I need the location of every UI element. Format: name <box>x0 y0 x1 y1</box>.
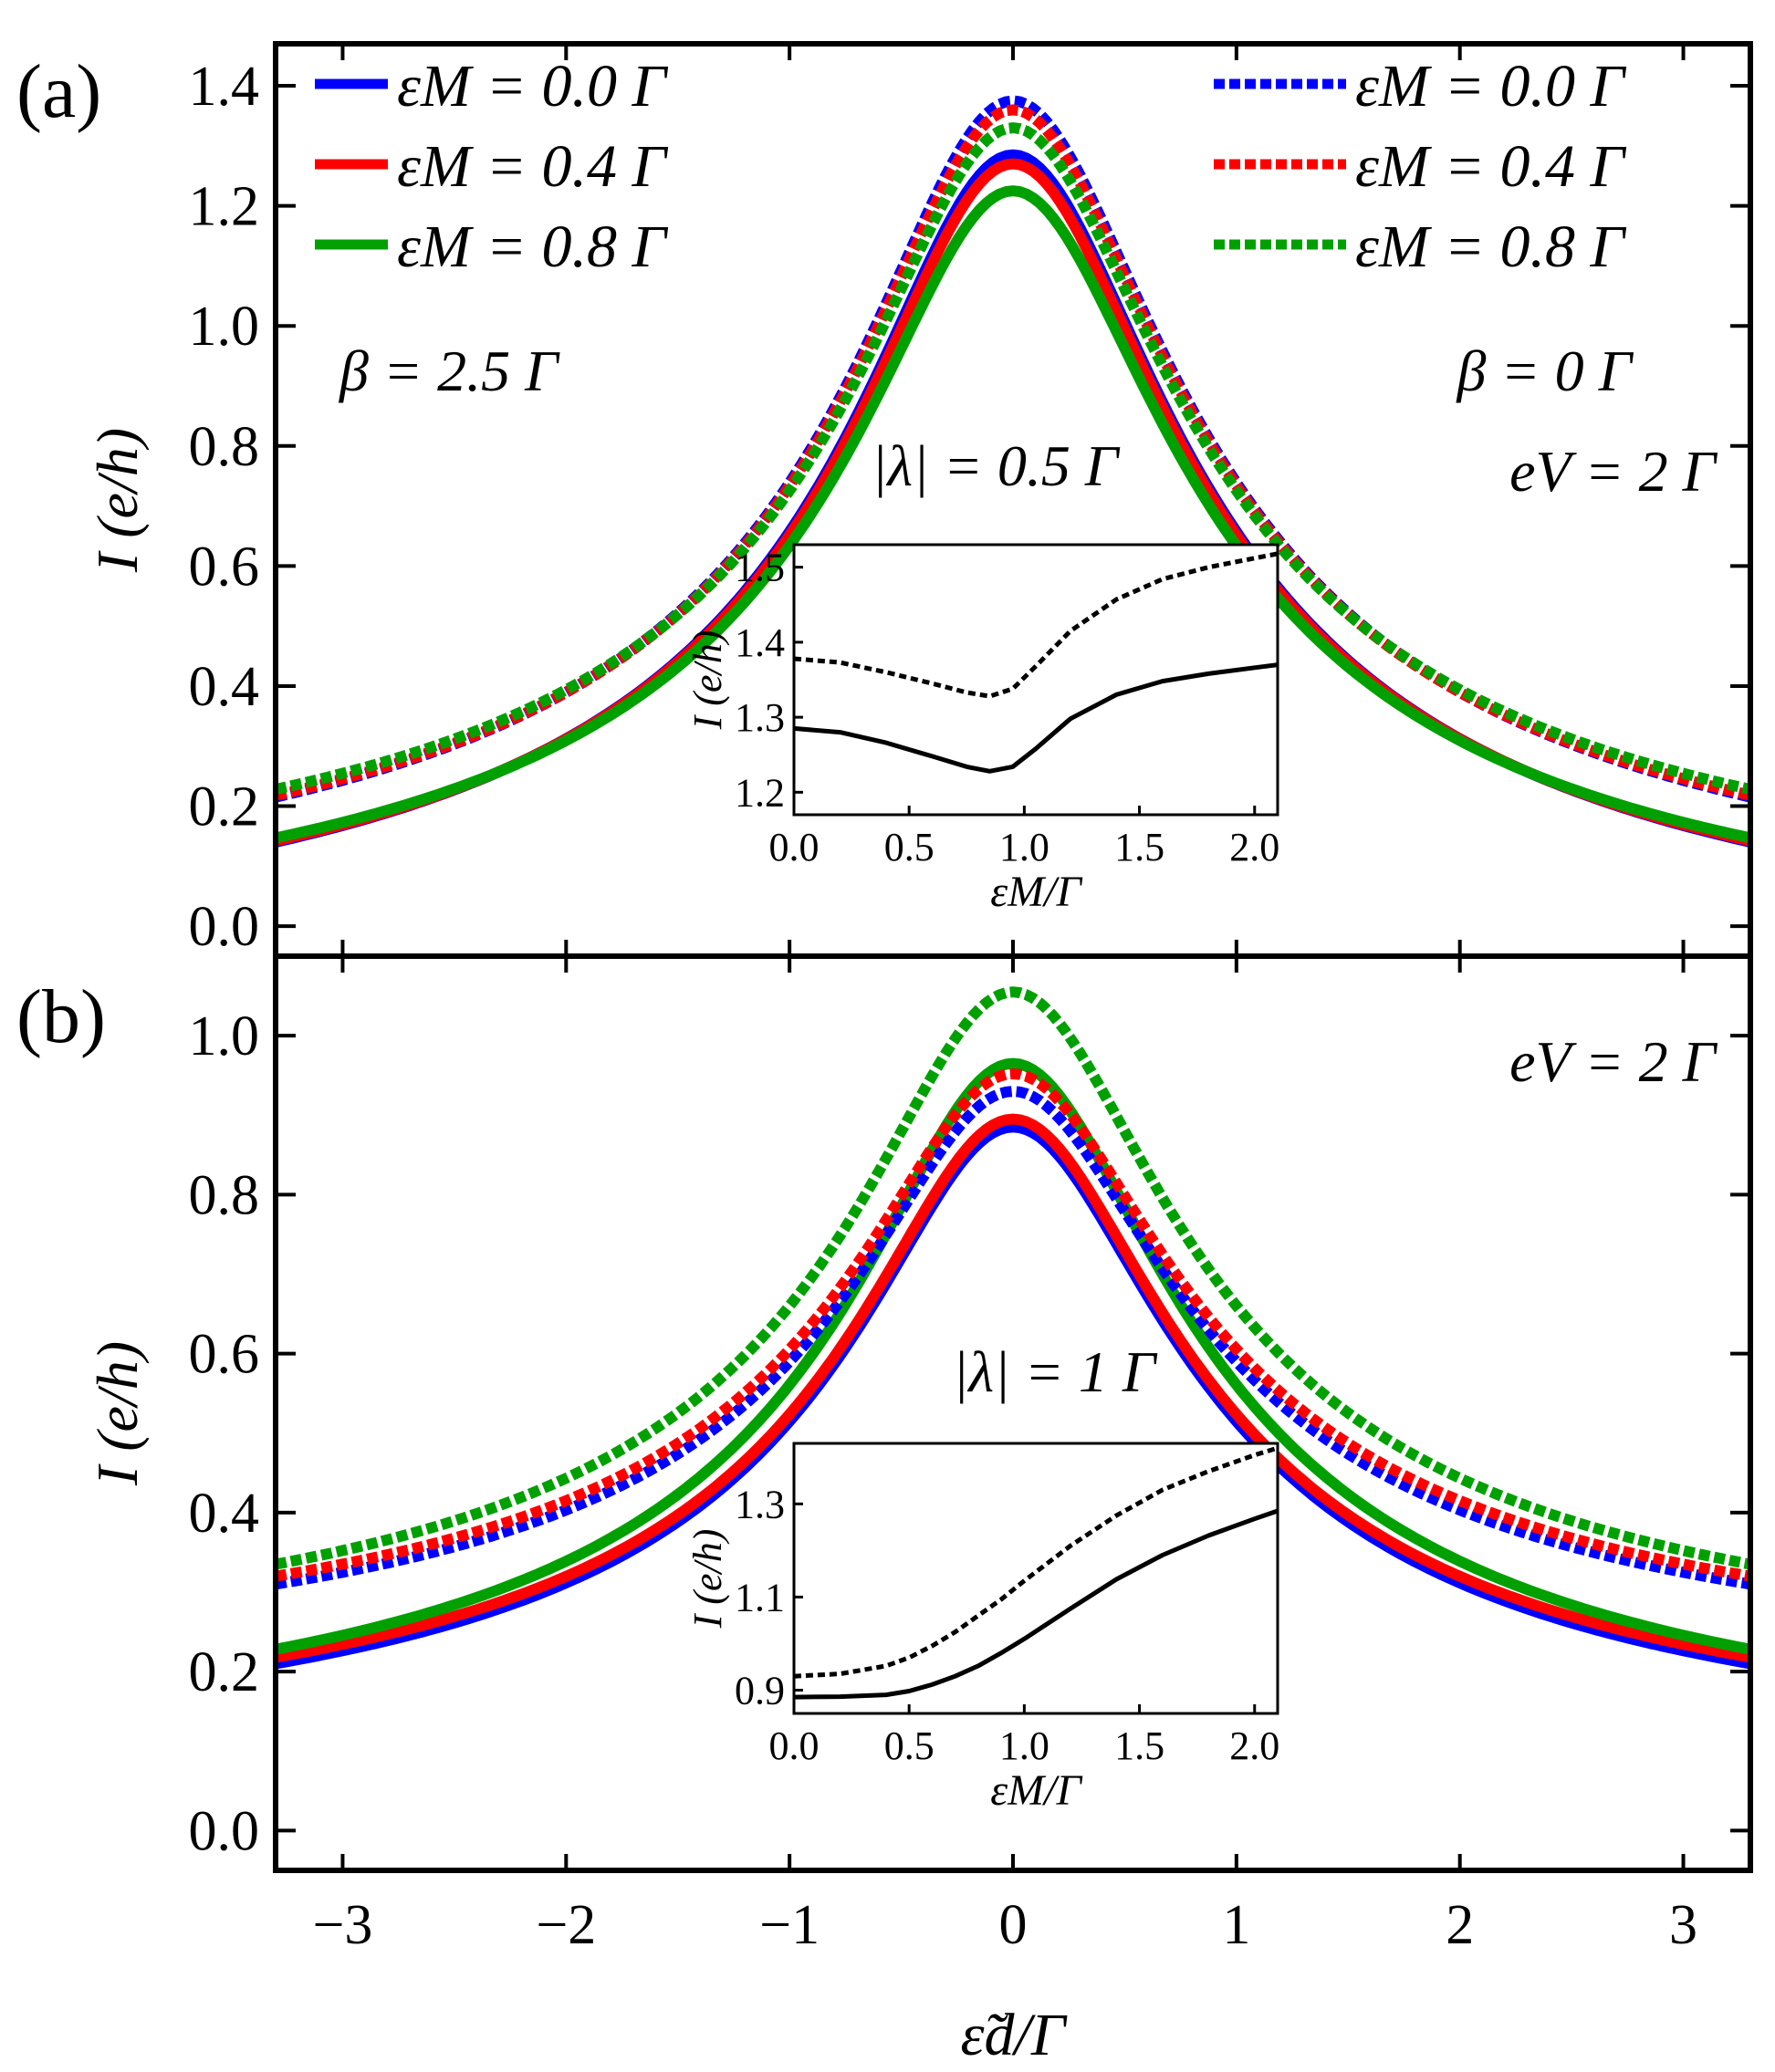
panel-b-series-solid-1 <box>274 1113 1752 1663</box>
panel-a-ytick-label: 0.4 <box>189 656 260 718</box>
panel-a-beta-dashed-label: β = 0 Γ <box>1456 338 1634 403</box>
x-axis-label: ε̃d/Γ <box>961 2002 1068 2068</box>
panel-a-ytick-label: 0.8 <box>189 416 260 478</box>
panel-b-inset-series-solid <box>793 1508 1279 1700</box>
panel-a-ytick-label: 1.0 <box>189 296 260 358</box>
panel-b-inset-xtick-label: 0.5 <box>884 1723 934 1768</box>
panel-a-inset-ytick-label: 1.2 <box>735 770 785 815</box>
panel-a-inset-ytick-label: 1.3 <box>735 695 785 740</box>
panel-a-inset-xtick-label: 0.0 <box>769 825 820 869</box>
panel-a-inset-series-dashed <box>793 551 1279 699</box>
panel-a-ytick-label: 0.2 <box>189 776 260 838</box>
panel-a-y-axis-label: I (e/h) <box>85 428 150 573</box>
panel-b-inset-ytick-label: 1.1 <box>735 1575 785 1619</box>
panel-b-xtick-label: −1 <box>759 1894 820 1956</box>
panel-a-inset-xtick-label: 1.0 <box>999 825 1049 869</box>
panel-b-xtick-label: 0 <box>999 1894 1028 1956</box>
legend-right-label: εM = 0.8 Γ <box>1355 213 1627 280</box>
panel-a-inset-xtick-label: 0.5 <box>884 825 934 869</box>
panel-a-ytick-label: 0.0 <box>189 896 260 958</box>
panel-b-xtick-label: 3 <box>1669 1894 1697 1956</box>
panel-b-series-solid-0 <box>274 1121 1752 1670</box>
panel-b-inset-x-label: εM/Γ <box>990 1766 1082 1815</box>
legend-right-label: εM = 0.0 Γ <box>1355 53 1627 120</box>
panel-a-ytick-label: 1.4 <box>189 56 260 118</box>
panel-b-ytick-label: 0.0 <box>189 1800 260 1862</box>
panel-a-ytick-label: 1.2 <box>189 176 260 238</box>
panel-b-inset-ytick-label: 1.3 <box>735 1482 785 1526</box>
panel-b-bias-label: eV = 2 Γ <box>1509 1029 1718 1094</box>
panel-b-ytick-label: 0.2 <box>189 1641 260 1703</box>
panel-b-ytick-label: 0.4 <box>189 1483 260 1545</box>
panel-b-xtick-label: 1 <box>1222 1894 1250 1956</box>
panel-b-y-axis-label: I (e/h) <box>85 1341 150 1486</box>
panel-b-inset-frame <box>792 1442 1279 1715</box>
panel-b-xtick-label: −2 <box>536 1894 596 1956</box>
legend-left-label: εM = 0.8 Γ <box>397 213 669 280</box>
legend-right-label: εM = 0.4 Γ <box>1355 133 1627 200</box>
panel-a-lambda-label: |λ| = 0.5 Γ <box>872 433 1121 498</box>
panel-a-beta-solid-label: β = 2.5 Γ <box>338 338 560 403</box>
panel-a-ytick-label: 0.6 <box>189 536 260 598</box>
panel-b-xtick-label: −3 <box>312 1894 372 1956</box>
panel-a-inset-ytick-label: 1.4 <box>735 620 785 665</box>
panel-a-inset-frame <box>792 543 1279 817</box>
panel-b-inset-xtick-label: 1.0 <box>999 1723 1049 1768</box>
panel-a-inset-xtick-label: 2.0 <box>1229 825 1279 869</box>
panel-b-lambda-label: |λ| = 1 Γ <box>953 1339 1158 1404</box>
panel-a-inset-xtick-label: 1.5 <box>1114 825 1164 869</box>
legend-left-label: εM = 0.4 Γ <box>397 133 669 200</box>
panel-a-inset-ytick-label: 1.5 <box>735 546 785 590</box>
panel-b-inset-xtick-label: 0.0 <box>769 1723 820 1768</box>
panel-a-series-solid-2 <box>274 185 1752 844</box>
panel-b-series-solid-2 <box>274 1057 1752 1655</box>
panel-b-series-dashed-4 <box>275 1068 1751 1582</box>
panel-a-bias-label: eV = 2 Γ <box>1509 439 1718 504</box>
panel-a-inset-x-label: εM/Γ <box>990 868 1082 916</box>
panel-b-inset-series-dashed <box>793 1445 1279 1679</box>
panel-b-ytick-label: 1.0 <box>189 1005 260 1067</box>
panel-b-series-dashed-5 <box>274 986 1752 1570</box>
panel-b-ytick-label: 0.8 <box>189 1164 260 1226</box>
panel-b-inset-xtick-label: 2.0 <box>1229 1723 1279 1768</box>
panel-b-inset-y-label: I (e/h) <box>685 1529 730 1629</box>
panel-b-tag: (b) <box>16 974 106 1059</box>
panel-b-series-dashed-3 <box>275 1086 1751 1590</box>
panel-b-inset-xtick-label: 1.5 <box>1114 1723 1164 1768</box>
panel-b-ytick-label: 0.6 <box>189 1324 260 1386</box>
panel-a-tag: (a) <box>16 49 101 134</box>
panel-a-inset-y-label: I (e/h) <box>685 630 730 731</box>
panel-b-inset-ytick-label: 0.9 <box>735 1668 785 1713</box>
legend-left-label: εM = 0.0 Γ <box>397 53 669 120</box>
panel-a-inset-series-solid <box>793 662 1279 774</box>
panel-a-series-dashed-5 <box>274 122 1752 795</box>
panel-b-xtick-label: 2 <box>1446 1894 1474 1956</box>
